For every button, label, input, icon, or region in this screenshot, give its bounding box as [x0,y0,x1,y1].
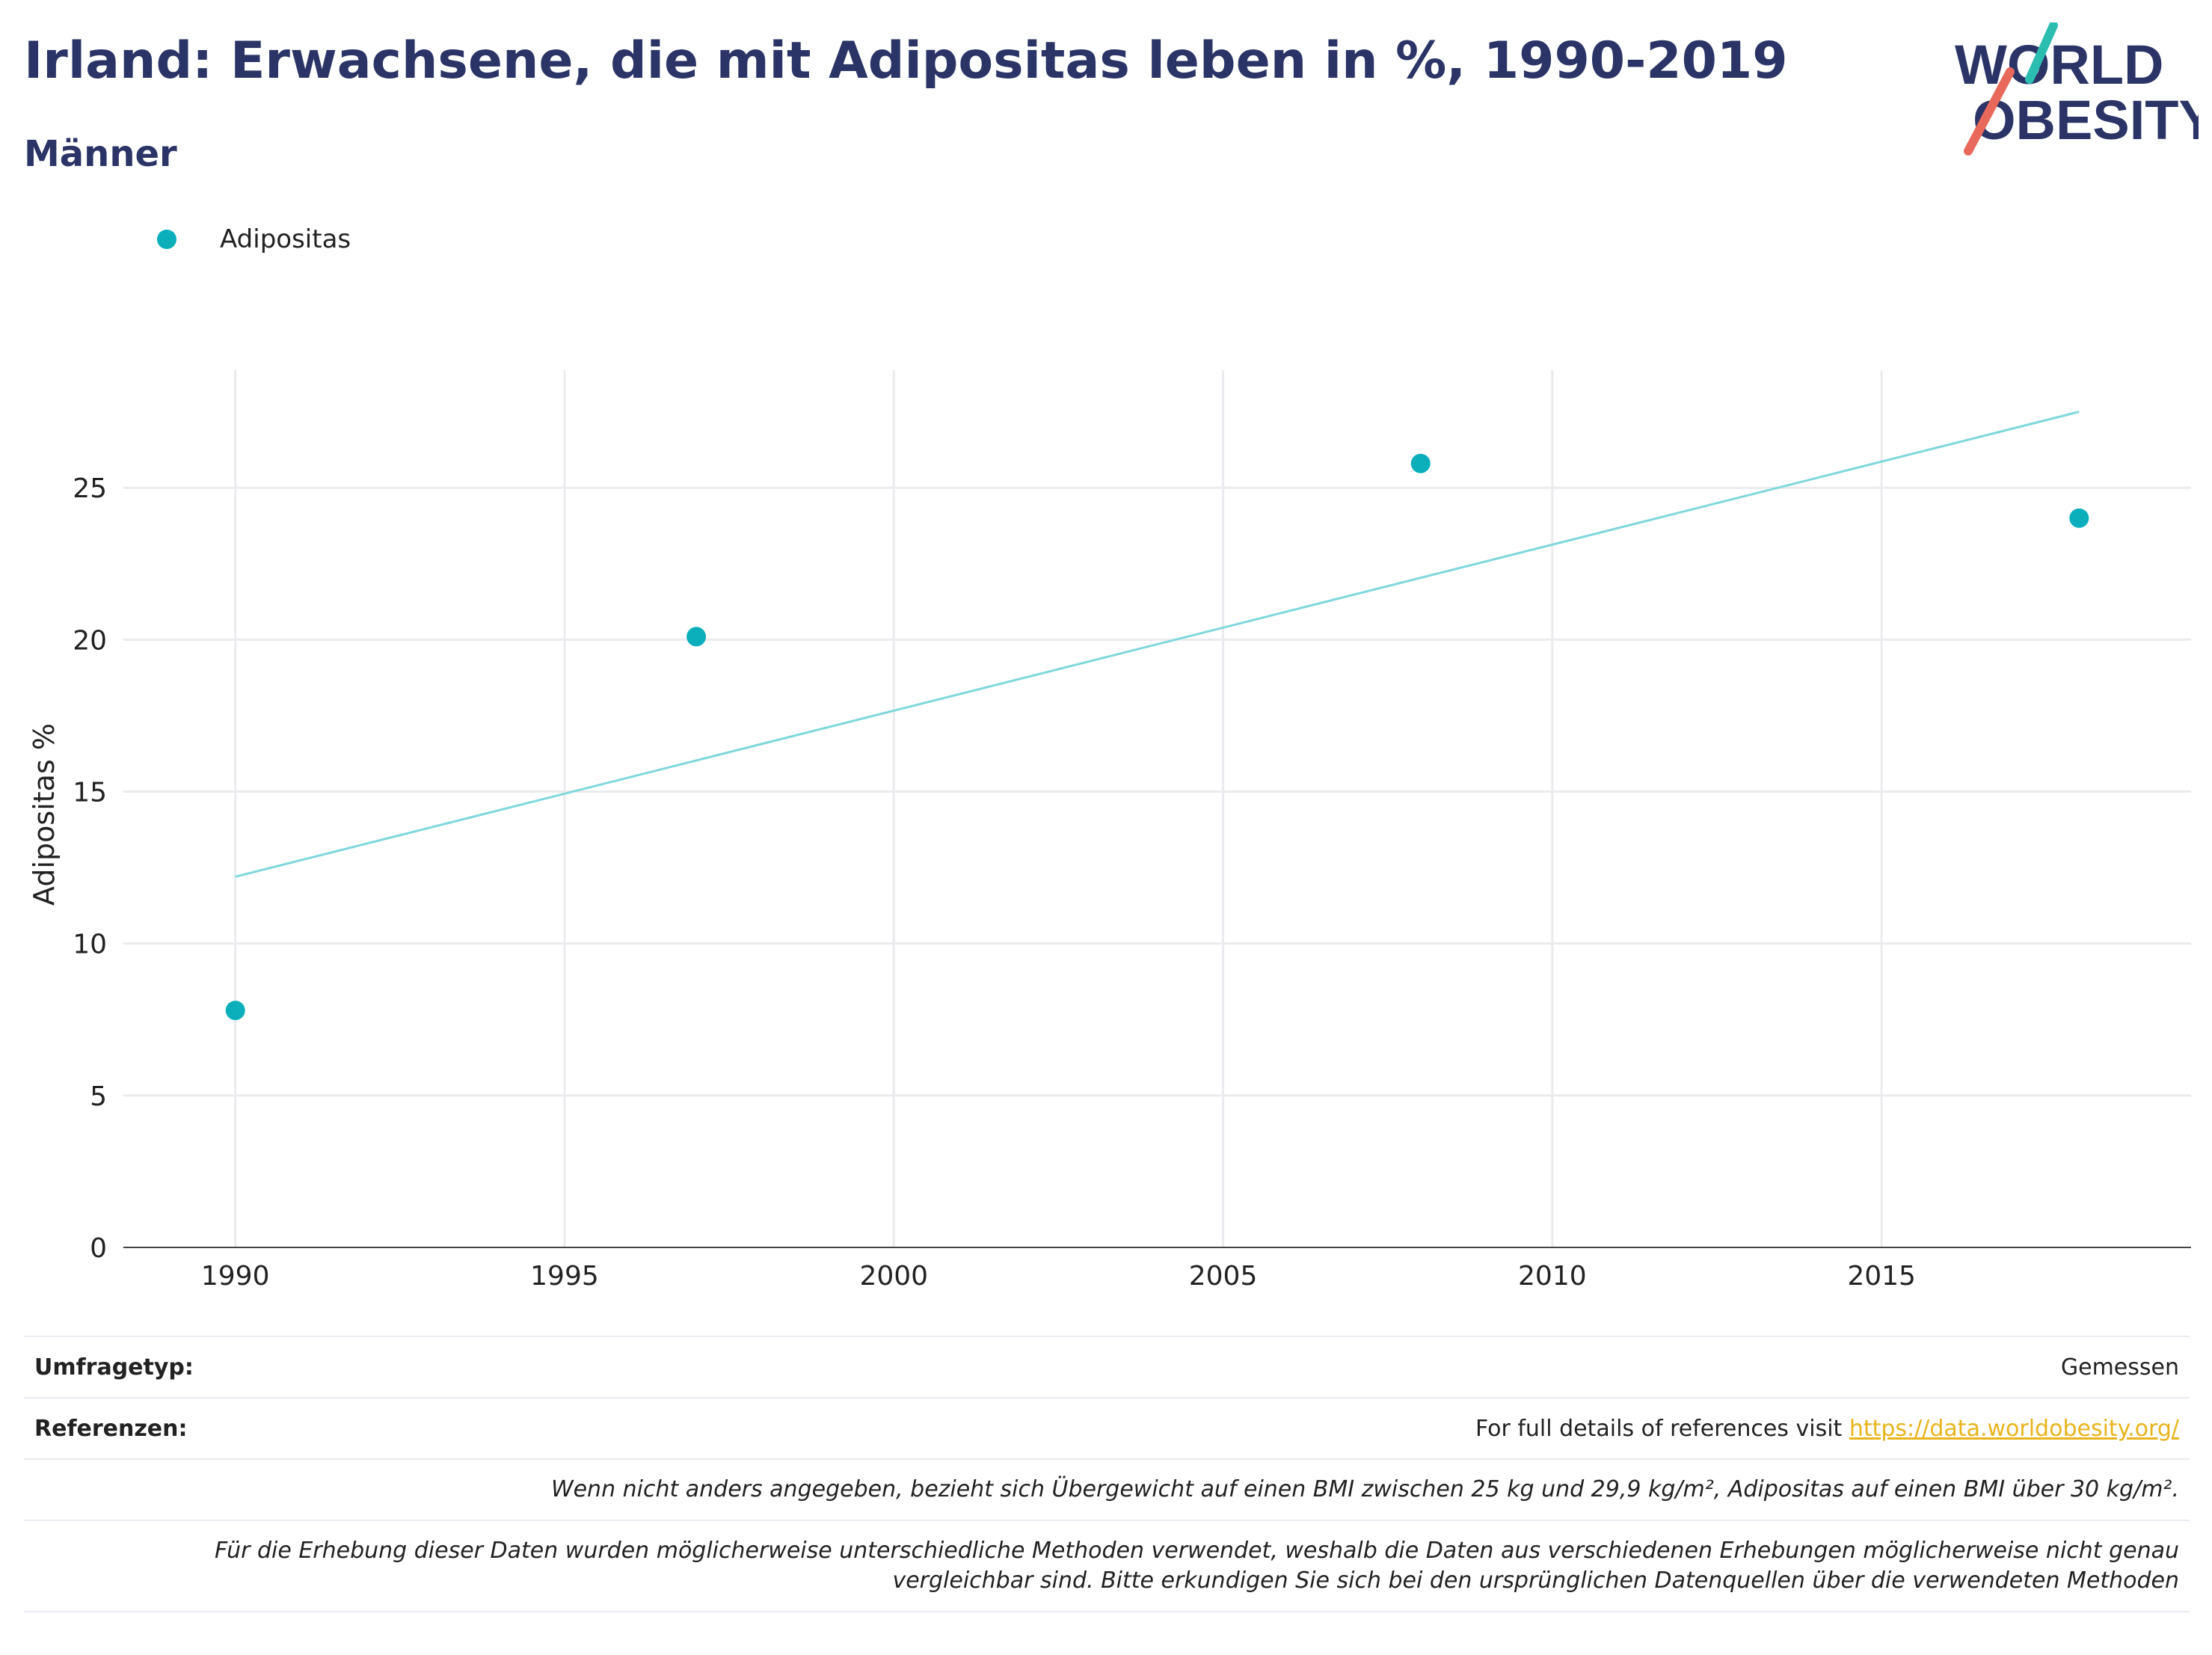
x-tick-2005: 2005 [1189,1261,1258,1292]
footer-row-note1: Wenn nicht anders angegeben, bezieht sic… [24,1458,2190,1520]
x-tick-2010: 2010 [1518,1261,1587,1292]
y-axis-label: Adipositas % [28,723,61,906]
references-link[interactable]: https://data.worldobesity.org/ [1849,1415,2179,1442]
data-point-1997[interactable] [686,627,707,647]
data-point-2018[interactable] [2069,508,2089,528]
y-tick-0: 0 [90,1233,107,1264]
scatter-chart: 1990 1995 2000 2005 2010 2015 0 5 10 15 20 25 Adip… [28,370,2191,1292]
footer-row-note2: Für die Erhebung dieser Daten wurden mög… [24,1520,2190,1612]
trendline [235,411,2080,878]
footer-row-references: Referenzen: For full details of referenc… [24,1397,2190,1458]
y-tick-labels: 0 5 10 15 20 25 [73,473,107,1264]
note-methods: Für die Erhebung dieser Daten wurden mög… [34,1536,2179,1596]
x-tick-1990: 1990 [201,1261,270,1292]
world-obesity-logo: WORLD OBESITY [1955,22,2199,156]
legend-label: Adipositas [220,224,351,254]
references-text: For full details of references visit [1475,1415,1849,1442]
x-tick-2000: 2000 [859,1261,928,1292]
x-tick-labels: 1990 1995 2000 2005 2010 2015 [201,1261,1916,1292]
y-tick-25: 25 [73,473,107,504]
footer-table: Umfragetyp: Gemessen Referenzen: For ful… [24,1336,2190,1612]
x-tick-2015: 2015 [1847,1261,1916,1292]
y-tick-10: 10 [73,930,107,960]
logo-word-world: WORLD [1955,34,2164,96]
grid-lines [123,370,2191,1247]
logo-slash-coral [1964,67,2015,156]
note-methods-line1: Für die Erhebung dieser Daten wurden mög… [215,1538,2179,1564]
logo-slash-teal [2025,22,2058,84]
data-point-1990[interactable] [225,1001,245,1021]
references-value: For full details of references visit htt… [1475,1416,2179,1442]
page-title: Irland: Erwachsene, die mit Adipositas l… [24,31,1788,90]
legend-marker [157,230,176,249]
trendline-group [235,411,2080,878]
footer-row-survey: Umfragetyp: Gemessen [24,1336,2190,1397]
survey-value: Gemessen [2060,1354,2179,1381]
chart-legend[interactable]: Adipositas [157,224,351,254]
references-label: Referenzen: [34,1415,188,1442]
page-subtitle: Männer [24,133,177,175]
survey-label: Umfragetyp: [34,1354,194,1381]
data-points [225,453,2089,1021]
y-tick-20: 20 [73,625,107,656]
x-tick-1995: 1995 [530,1261,599,1292]
y-tick-15: 15 [73,778,107,808]
note-definitions: Wenn nicht anders angegeben, bezieht sic… [550,1476,2179,1502]
logo-word-obesity: OBESITY [1973,89,2199,151]
data-point-2008[interactable] [1410,453,1431,473]
note-methods-line2: vergleichbar sind. Bitte erkundigen Sie … [892,1568,2179,1594]
y-tick-5: 5 [90,1081,107,1112]
